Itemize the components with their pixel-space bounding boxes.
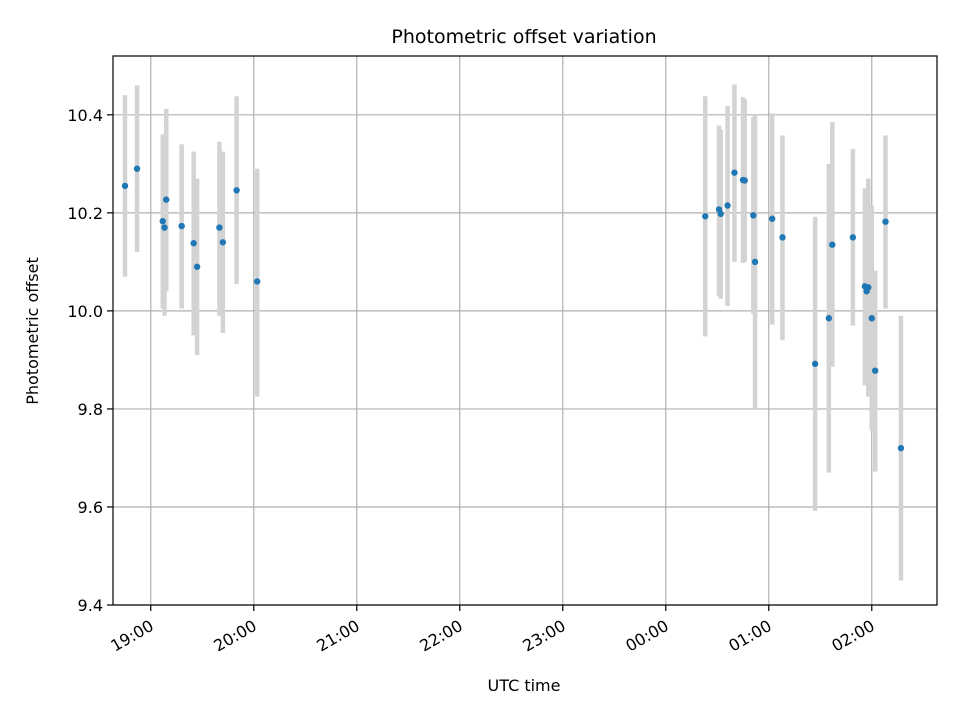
data-point xyxy=(741,177,748,184)
data-point xyxy=(829,241,836,248)
y-tick-label: 9.8 xyxy=(78,400,103,419)
data-point xyxy=(811,360,819,368)
data-point xyxy=(133,165,141,172)
y-tick-label: 9.6 xyxy=(78,498,103,517)
data-point xyxy=(233,187,240,194)
data-point xyxy=(163,196,170,203)
data-point xyxy=(779,234,786,241)
data-point xyxy=(254,278,261,285)
data-point xyxy=(849,234,857,241)
data-point xyxy=(731,169,738,176)
plot-frame xyxy=(112,55,938,606)
data-point xyxy=(178,222,185,230)
data-points xyxy=(121,165,905,452)
data-point xyxy=(193,263,201,270)
data-point xyxy=(161,224,168,231)
x-axis-title: UTC time xyxy=(488,676,561,695)
data-point xyxy=(897,444,905,452)
data-point xyxy=(865,284,872,291)
data-point xyxy=(825,315,833,322)
data-point xyxy=(219,239,227,246)
data-point xyxy=(121,182,129,190)
y-tick-label: 10.0 xyxy=(67,302,103,321)
data-point xyxy=(882,218,889,225)
y-tick-label: 9.4 xyxy=(78,596,103,615)
data-point xyxy=(190,240,197,247)
y-tick-label: 10.4 xyxy=(67,106,103,125)
data-point xyxy=(868,315,875,322)
data-point xyxy=(751,258,759,266)
data-point xyxy=(750,212,757,219)
data-point xyxy=(159,217,166,225)
data-point xyxy=(872,367,879,374)
y-axis-title: Photometric offset xyxy=(23,257,42,405)
data-point xyxy=(724,202,731,209)
data-point xyxy=(769,215,776,222)
data-point xyxy=(717,210,724,218)
chart-title: Photometric offset variation xyxy=(391,26,656,48)
data-point xyxy=(216,224,223,231)
data-point xyxy=(702,213,709,220)
y-tick-label: 10.2 xyxy=(67,204,103,223)
